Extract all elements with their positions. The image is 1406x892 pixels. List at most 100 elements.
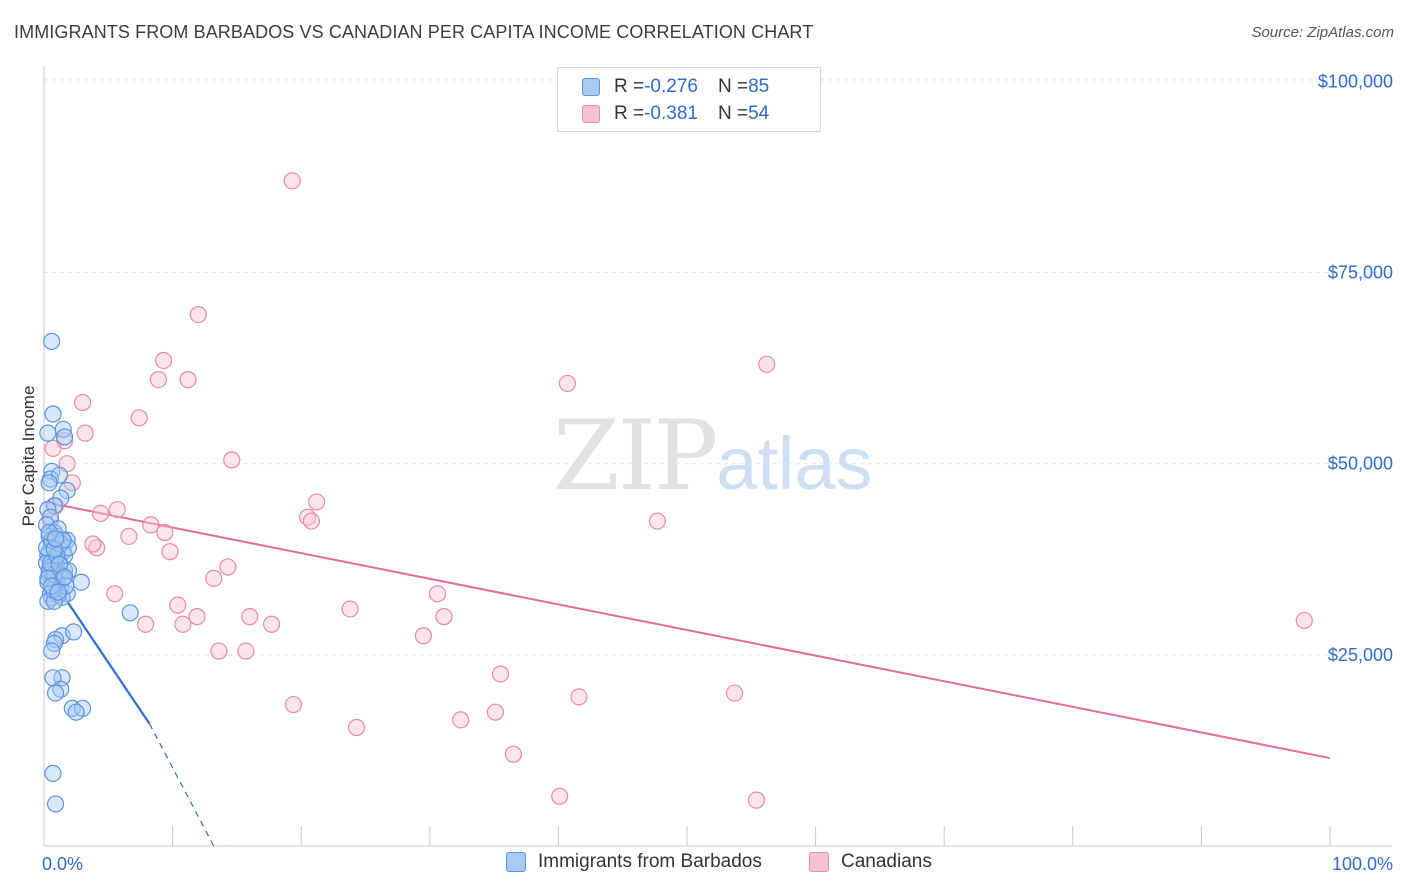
canadians-point bbox=[179, 370, 197, 389]
legend-r-label: R = bbox=[614, 76, 645, 97]
barbados-point bbox=[43, 577, 61, 595]
canadians-point bbox=[149, 370, 168, 389]
legend-label-barbados: Immigrants from Barbados bbox=[538, 851, 762, 872]
legend-r-label: R = bbox=[614, 103, 645, 124]
legend-row-canadians: R = -0.381 N = 54 bbox=[582, 102, 769, 126]
legend-swatch-barbados bbox=[582, 78, 600, 96]
canadians-point bbox=[551, 787, 569, 805]
canadians-point bbox=[263, 615, 281, 633]
canadians-point bbox=[570, 688, 588, 706]
barbados-point bbox=[49, 583, 67, 601]
canadians-point bbox=[452, 711, 470, 729]
legend-n-value: 54 bbox=[748, 103, 770, 124]
canadians-point bbox=[219, 558, 237, 576]
legend-swatch-canadians bbox=[809, 852, 829, 872]
legend-item-barbados[interactable]: Immigrants from Barbados bbox=[506, 851, 762, 873]
x-tick-label: 0.0% bbox=[42, 854, 83, 874]
canadians-point bbox=[120, 527, 138, 545]
gridlines bbox=[44, 78, 1392, 656]
canadians-points bbox=[41, 172, 1313, 809]
x-tick-label: 100.0% bbox=[1332, 854, 1393, 874]
barbados-points bbox=[37, 332, 139, 813]
barbados-point bbox=[64, 623, 83, 641]
canadians-point bbox=[161, 543, 179, 561]
canadians-point bbox=[44, 439, 62, 458]
y-tick-label: $75,000 bbox=[1328, 263, 1393, 283]
canadians-point bbox=[341, 600, 359, 618]
y-tick-label: $100,000 bbox=[1318, 71, 1393, 91]
y-tick-label: $25,000 bbox=[1328, 645, 1393, 665]
canadians-point bbox=[142, 516, 160, 534]
barbados-point bbox=[40, 474, 58, 492]
legend-item-canadians[interactable]: Canadians bbox=[809, 851, 932, 873]
canadians-point bbox=[308, 493, 326, 511]
trend-line-barbados-extension bbox=[148, 723, 215, 847]
barbados-point bbox=[40, 523, 58, 542]
canadians-point bbox=[84, 535, 102, 553]
barbados-point bbox=[43, 642, 61, 660]
canadians-point bbox=[241, 608, 259, 626]
barbados-point bbox=[39, 424, 57, 442]
legend-swatch-canadians bbox=[582, 105, 600, 123]
canadians-point bbox=[76, 424, 94, 442]
canadians-point bbox=[174, 615, 192, 633]
canadians-point bbox=[154, 351, 173, 370]
canadians-point bbox=[156, 523, 174, 542]
canadians-point bbox=[648, 512, 667, 530]
trend-lines bbox=[43, 500, 1331, 847]
legend-r-value: -0.381 bbox=[644, 103, 698, 124]
legend-row-barbados: R = -0.276 N = 85 bbox=[582, 75, 769, 99]
canadians-point bbox=[725, 684, 744, 702]
canadians-point bbox=[237, 642, 255, 660]
canadians-point bbox=[130, 409, 148, 427]
axes bbox=[43, 66, 1392, 847]
y-axis-label: Per Capita Income bbox=[19, 386, 38, 527]
barbados-point bbox=[43, 332, 61, 350]
canadians-point bbox=[302, 512, 321, 530]
y-tick-label: $50,000 bbox=[1328, 454, 1393, 474]
canadians-point bbox=[747, 791, 766, 809]
canadians-point bbox=[283, 172, 301, 190]
watermark-zip: ZIP bbox=[553, 400, 718, 512]
axis-labels: $25,000 $50,000 $75,000 $100,000 0.0% 100.0% P… bbox=[19, 71, 1393, 874]
source-label[interactable]: Source: ZipAtlas.com bbox=[1251, 24, 1394, 41]
canadians-point bbox=[435, 608, 453, 626]
barbados-point bbox=[72, 573, 90, 591]
canadians-point bbox=[1295, 611, 1313, 630]
barbados-point bbox=[44, 764, 62, 782]
canadians-point bbox=[205, 569, 223, 587]
canadians-point bbox=[73, 393, 92, 412]
canadians-point bbox=[106, 585, 124, 603]
canadians-point bbox=[486, 703, 504, 721]
canadians-point bbox=[223, 451, 241, 469]
canadians-point bbox=[169, 596, 187, 614]
canadians-point bbox=[189, 306, 207, 324]
canadians-point bbox=[758, 355, 776, 373]
legend-swatch-barbados bbox=[506, 852, 526, 872]
barbados-point bbox=[55, 428, 74, 446]
barbados-point bbox=[46, 795, 65, 813]
canadians-point bbox=[108, 500, 126, 519]
canadians-point bbox=[347, 718, 366, 737]
barbados-point bbox=[44, 405, 62, 423]
barbados-point bbox=[121, 604, 139, 622]
canadians-point bbox=[428, 585, 447, 603]
canadians-point bbox=[91, 504, 110, 522]
barbados-point bbox=[46, 530, 65, 548]
barbados-point bbox=[46, 684, 65, 702]
canadians-point bbox=[414, 627, 432, 645]
legend-n-value: 85 bbox=[748, 76, 770, 97]
canadians-point bbox=[491, 665, 510, 683]
legend-n-label: N = bbox=[717, 76, 749, 97]
legend-label-canadians: Canadians bbox=[841, 851, 932, 872]
barbados-point bbox=[55, 568, 74, 586]
trend-line-canadians bbox=[43, 500, 1331, 760]
barbados-point bbox=[67, 703, 85, 721]
canadians-point bbox=[188, 608, 206, 626]
stats-legend: R = -0.276 N = 85 R = -0.381 N = 54 bbox=[557, 67, 821, 132]
canadians-point bbox=[284, 695, 303, 714]
canadians-point bbox=[210, 642, 228, 660]
canadians-point bbox=[504, 745, 522, 763]
legend-n-label: N = bbox=[717, 103, 749, 124]
